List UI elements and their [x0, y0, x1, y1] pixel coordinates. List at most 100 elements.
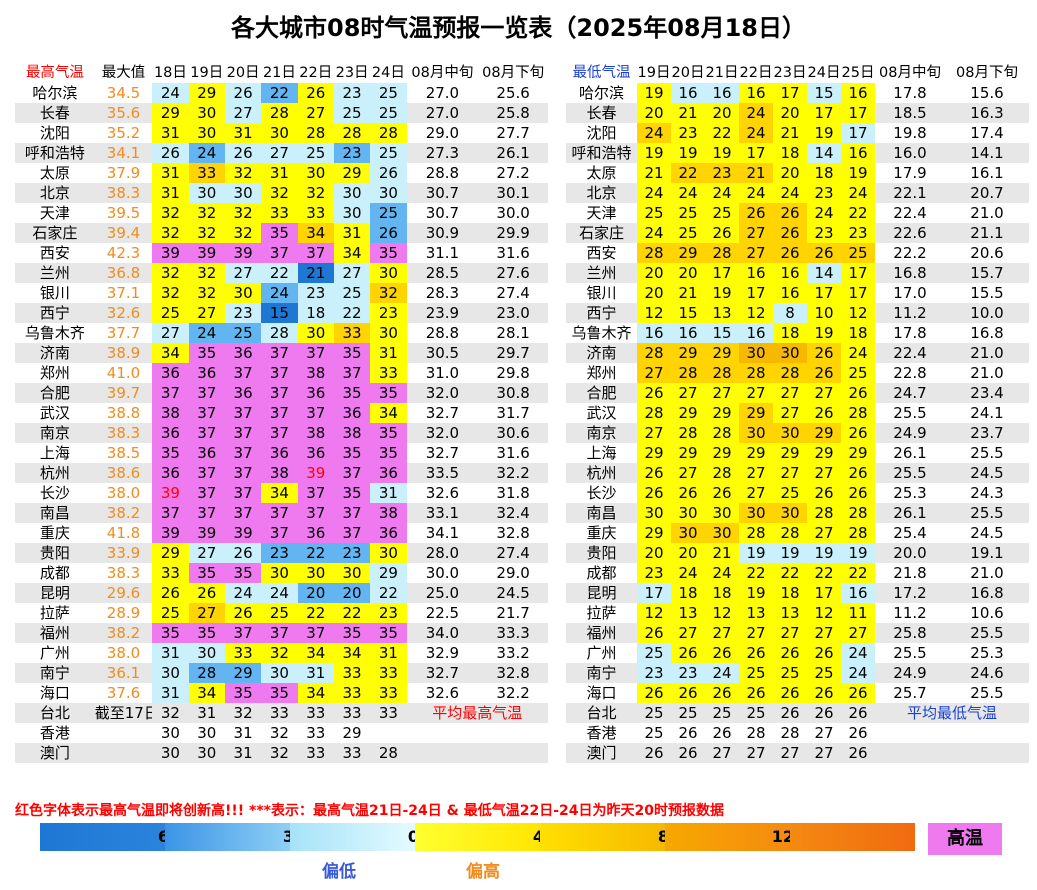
high-temp-cell: 30 [261, 563, 298, 583]
mid-august-high: 32.0 [406, 423, 479, 443]
scale-seg-deep-orange [790, 823, 915, 851]
page-title: 各大城市08时气温预报一览表（2025年08月18日） [231, 14, 806, 42]
high-temp-cell: 27 [333, 263, 371, 283]
high-temp-cell: 37 [261, 423, 298, 443]
late-august-high: 32.4 [478, 503, 548, 523]
high-temp-cell: 25 [333, 103, 371, 123]
table-row: 北京 24 24 24 24 24 23 24 22.1 20.7 [566, 183, 1029, 203]
high-temp-cell: 23 [224, 303, 262, 323]
high-temp-cell: 37 [188, 403, 225, 423]
late-august-high: 24.5 [478, 583, 548, 603]
high-temp-cell: 36 [152, 363, 189, 383]
low-temp-cell: 12 [637, 303, 671, 323]
high-temp-cell: 34 [333, 643, 371, 663]
high-temp-cell: 35 [224, 683, 262, 703]
max-value: 34.1 [94, 143, 153, 163]
mid-august-low: 25.7 [893, 684, 927, 702]
table-row: 南京 27 28 28 30 30 29 26 24.9 23.7 [566, 423, 1029, 443]
high-temp-cell: 39 [152, 243, 189, 263]
high-temp-cell: 37 [333, 363, 371, 383]
table-row: 西宁 12 15 13 12 8 10 12 11.2 10.0 [566, 303, 1029, 323]
high-temp-cell: 29 [342, 724, 362, 742]
low-temp-cell: 19 [773, 543, 807, 563]
high-temp-cell: 31 [333, 223, 371, 243]
mid-august-low: 17.0 [893, 284, 927, 302]
table-row: 拉萨 28.9 25 27 26 25 22 22 23 22.5 21.7 [15, 603, 548, 623]
table-row: 西宁 32.6 25 27 23 15 18 22 23 23.9 23.0 [15, 303, 548, 323]
high-temp-cell: 30 [188, 743, 225, 763]
mid-august-low: 16.0 [875, 143, 945, 163]
table-row: 长沙 26 26 26 27 25 26 26 25.3 24.3 [566, 483, 1029, 503]
low-temp-cell: 26 [705, 683, 739, 703]
city-name: 西安 [39, 244, 70, 262]
table-row: 昆明 17 18 18 19 18 17 16 17.2 16.8 [566, 583, 1029, 603]
mid-august-high: 32.7 [406, 663, 479, 683]
max-value: 29.6 [94, 583, 153, 603]
high-temp-cell: 37 [224, 403, 262, 423]
late-august-high: 23.0 [478, 303, 548, 323]
mid-august-high: 22.5 [425, 604, 460, 622]
low-temp-cell: 30 [739, 343, 773, 363]
max-value [94, 743, 153, 763]
late-august-high: 28.1 [496, 324, 530, 342]
high-temp-cell: 39 [224, 523, 262, 543]
city-name: 武汉 [39, 404, 70, 422]
low-temp-cell: 21 [671, 283, 705, 303]
low-temp-cell: 26 [671, 683, 705, 703]
city-name: 南昌 [15, 503, 95, 523]
high-temp-cell: 27 [261, 143, 298, 163]
table-row: 长春 20 21 20 24 20 17 17 18.5 16.3 [566, 103, 1029, 123]
low-temp-cell: 24 [705, 563, 739, 583]
low-temp-cell: 22 [773, 563, 807, 583]
high-temp-cell: 36 [152, 463, 189, 483]
high-temp-cell: 28 [333, 123, 371, 143]
low-temp-cell: 23 [807, 223, 841, 243]
max-value: 38.6 [94, 463, 153, 483]
table-row: 贵阳 33.9 29 27 26 23 22 23 30 28.0 27.4 [15, 543, 548, 563]
high-temp-cell: 36 [224, 383, 262, 403]
low-temp-cell: 27 [773, 403, 807, 423]
mid-august-high: 30.0 [425, 564, 460, 582]
max-value: 42.3 [106, 244, 141, 262]
low-temp-cell: 20 [671, 543, 705, 563]
late-august-high: 27.4 [496, 284, 530, 302]
mid-august-low: 25.3 [893, 484, 927, 502]
high-temp-cell: 37 [297, 503, 334, 523]
high-temp-cell: 37 [333, 523, 371, 543]
late-august-low [945, 743, 1029, 763]
late-august-high: 27.6 [478, 263, 548, 283]
high-temp-cell: 35 [188, 563, 225, 583]
table-row: 福州 38.2 35 35 37 37 37 35 35 34.0 33.3 [15, 623, 548, 643]
low-temp-cell: 12 [807, 603, 841, 623]
high-temp-cell: 35 [224, 563, 262, 583]
low-temp-cell: 29 [807, 423, 841, 443]
low-temp-cell: 12 [705, 603, 739, 623]
low-temp-cell: 26 [807, 643, 841, 663]
low-temp-cell: 27 [773, 743, 807, 763]
low-temp-cell: 27 [739, 743, 773, 763]
low-temp-cell: 24 [739, 123, 773, 143]
late-august-low: 21.0 [970, 564, 1004, 582]
max-value: 38.3 [94, 423, 153, 443]
low-temp-cell: 30 [739, 423, 773, 443]
low-temp-cell: 16 [671, 323, 705, 343]
max-value: 38.5 [106, 444, 141, 462]
late-august-high: 31.8 [496, 484, 530, 502]
low-temp-cell: 28 [773, 363, 807, 383]
high-temp-cell: 24 [224, 583, 262, 603]
table-row: 拉萨 12 13 12 13 13 12 11 11.2 10.6 [566, 603, 1029, 623]
high-temp-cell: 36 [188, 443, 225, 463]
mid-august-high [406, 743, 479, 763]
max-value: 37.1 [106, 284, 141, 302]
high-temp-cell: 25 [261, 603, 298, 623]
late-august-low: 16.8 [970, 324, 1004, 342]
table-row: 天津 25 25 25 26 26 24 22 22.4 21.0 [566, 203, 1029, 223]
high-temp-cell: 25 [370, 203, 407, 223]
city-name: 成都 [586, 564, 617, 582]
city-name: 郑州 [39, 364, 70, 382]
high-temp-cell: 22 [370, 583, 407, 603]
low-temp-cell: 20 [637, 543, 671, 563]
late-august-low: 25.5 [970, 684, 1004, 702]
low-temp-cell: 26 [848, 724, 868, 742]
mid-august-low: 22.2 [893, 244, 927, 262]
